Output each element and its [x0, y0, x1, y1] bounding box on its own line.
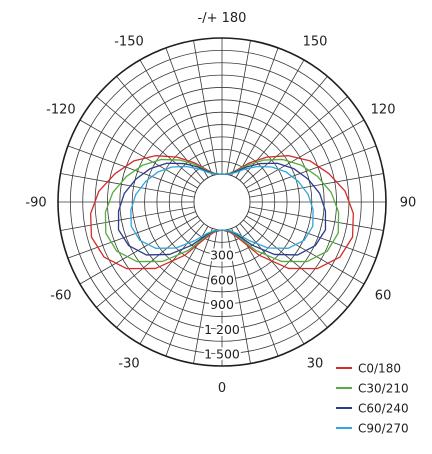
grid-spoke	[60, 173, 195, 198]
angle-label: -60	[50, 289, 71, 304]
grid-ring	[69, 49, 375, 355]
grid-ring	[119, 99, 325, 305]
legend-label: C30/210	[358, 382, 409, 396]
grid-ring	[156, 136, 288, 268]
grid-ring	[82, 62, 362, 342]
radial-tick-label: 300	[210, 248, 234, 263]
grid-spoke	[248, 211, 377, 259]
legend-label: C60/240	[358, 402, 409, 416]
radial-tick-label: 1 500	[204, 347, 240, 362]
angle-label: 150	[303, 34, 328, 49]
grid-spoke	[246, 215, 365, 285]
grid-ring	[181, 161, 263, 243]
center-hole	[193, 173, 251, 231]
grid-spoke	[248, 145, 377, 193]
angle-label: 120	[371, 103, 396, 118]
grid-spoke	[96, 96, 201, 185]
radial-tick-label: 1 200	[204, 322, 240, 337]
grid-spoke	[243, 219, 348, 308]
legend-label: C90/270	[358, 422, 409, 436]
grid-ring	[107, 87, 337, 317]
grid-spoke	[165, 228, 213, 357]
grid-spoke	[67, 211, 196, 259]
grid-spoke	[96, 219, 201, 308]
grid-spoke	[60, 206, 195, 231]
legend-label: C0/180	[358, 362, 401, 376]
grid-spoke	[235, 59, 305, 178]
label-layer: -/+ 180 150 -150 120 -120 90 -90 60 -60 30 -30 0 300…	[25, 11, 416, 396]
angle-label: -90	[25, 196, 46, 211]
grid-spoke	[226, 40, 251, 175]
grid-spoke	[249, 206, 384, 231]
grid-spoke	[67, 145, 196, 193]
grid-spoke	[193, 229, 218, 364]
grid-ring	[168, 148, 276, 256]
radial-tick-label: 600	[210, 272, 234, 287]
grid-spoke	[165, 47, 213, 176]
series-line-c90-270	[130, 165, 314, 249]
grid-ring	[144, 124, 300, 280]
grid-spoke	[231, 47, 279, 176]
angle-label: -/+ 180	[198, 11, 247, 26]
grid-spoke	[226, 229, 251, 364]
angle-label: -30	[118, 357, 139, 372]
grid-spoke	[193, 40, 218, 175]
radial-tick-label: 900	[210, 297, 234, 312]
grid-ring	[131, 111, 313, 293]
grid-spoke	[139, 59, 209, 178]
grid-spoke	[246, 119, 365, 189]
grid-spoke	[231, 228, 279, 357]
grid-spoke	[79, 119, 198, 189]
angle-label: 30	[307, 357, 324, 372]
grid-spoke	[79, 215, 198, 285]
outer-ring	[57, 37, 387, 367]
angle-label: -120	[46, 103, 76, 118]
grid-spoke	[239, 223, 328, 328]
grid-spoke	[243, 96, 348, 185]
curve-layer	[90, 155, 354, 270]
angle-label: 90	[400, 196, 417, 211]
angle-label: -150	[114, 34, 144, 49]
grid-spoke	[249, 173, 384, 198]
angle-label: 0	[218, 381, 226, 396]
grid-spoke	[116, 223, 205, 328]
grid-layer	[57, 37, 387, 367]
angle-label: 60	[375, 289, 392, 304]
legend: C0/180 C30/210 C60/240 C90/270	[336, 362, 409, 436]
